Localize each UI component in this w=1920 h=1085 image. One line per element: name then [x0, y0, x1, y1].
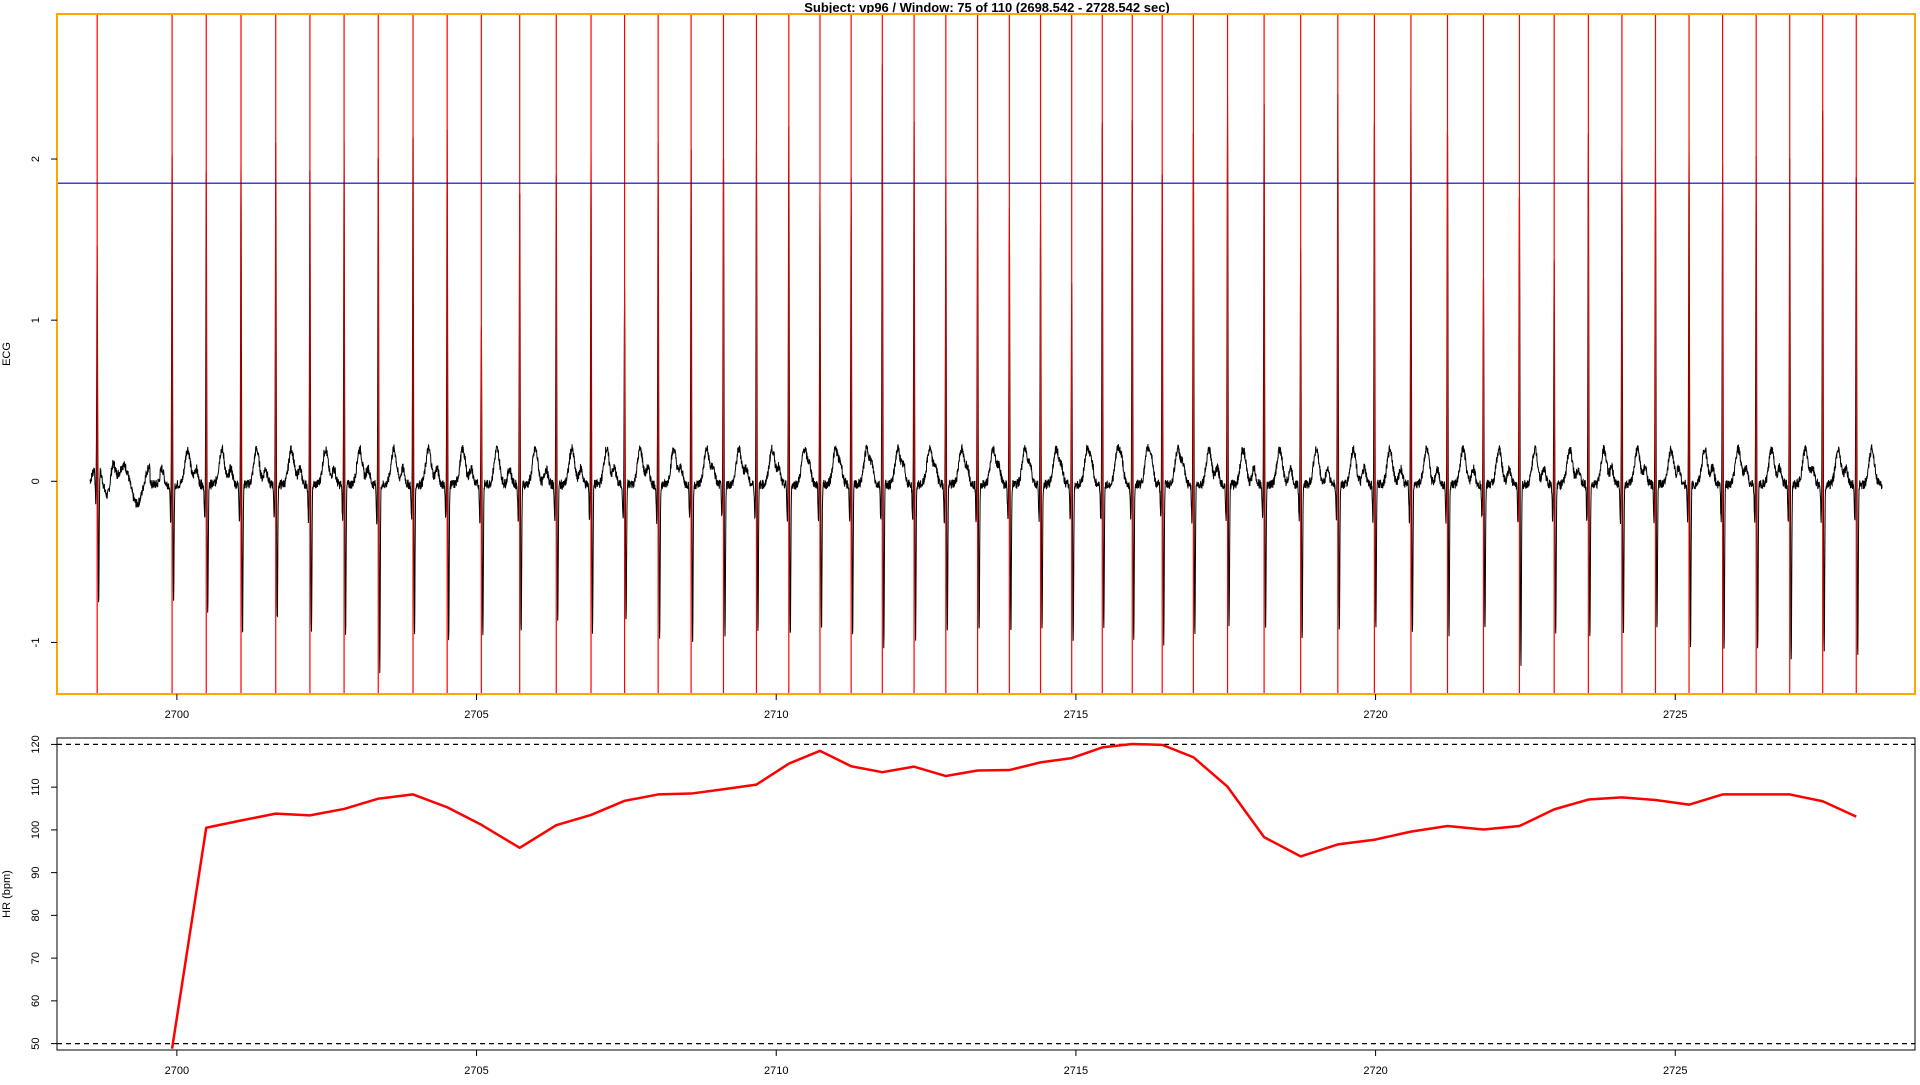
hr-y-tick-label: 70: [30, 952, 42, 964]
hr-plot-frame: [56, 737, 1916, 1051]
hr-x-tick-label: 2705: [464, 1065, 488, 1077]
ecg-y-tick-label: 0: [30, 478, 42, 484]
hr-x-axis: 2700 2705 2710 2715 2720 2725: [165, 1050, 1688, 1077]
hr-x-tick-label: 2710: [764, 1065, 788, 1077]
ecg-x-axis: 2700 2705 2710 2715 2720 2725: [165, 694, 1688, 721]
hr-y-tick-label: 80: [30, 909, 42, 921]
ecg-y-axis: -1 0 1 2: [30, 156, 57, 647]
hr-y-tick-label: 90: [30, 867, 42, 879]
hr-y-tick-label: 120: [30, 735, 42, 753]
ecg-y-axis-title: ECG: [1, 342, 13, 366]
hr-y-tick-label: 50: [30, 1037, 42, 1049]
ecg-x-tick-label: 2720: [1363, 709, 1387, 721]
hr-x-tick-label: 2725: [1663, 1065, 1687, 1077]
hr-x-tick-label: 2715: [1064, 1065, 1088, 1077]
ecg-y-tick-label: -1: [30, 638, 42, 648]
ecg-y-tick-label: 1: [30, 317, 42, 323]
hr-y-tick-label: 60: [30, 995, 42, 1007]
ecg-plot-frame: [56, 13, 1916, 695]
ecg-x-tick-label: 2710: [764, 709, 788, 721]
hr-x-tick-label: 2720: [1363, 1065, 1387, 1077]
hr-y-tick-label: 100: [30, 821, 42, 839]
chart-title: Subject: vp96 / Window: 75 of 110 (2698.…: [804, 0, 1170, 15]
ecg-y-tick-label: 2: [30, 156, 42, 162]
hr-y-axis: 50 60 70 80 90 100 110 120: [30, 735, 57, 1050]
ecg-trace: [89, 64, 1883, 674]
ecg-x-tick-label: 2700: [165, 709, 189, 721]
ecg-panel: 2700 2705 2710 2715 2720 2725 -1 0 1 2 ECG: [1, 13, 1916, 721]
hr-x-tick-label: 2700: [165, 1065, 189, 1077]
hr-line: [170, 742, 1857, 1049]
ecg-x-tick-label: 2725: [1663, 709, 1687, 721]
ecg-x-tick-label: 2715: [1064, 709, 1088, 721]
hr-y-axis-title: HR (bpm): [1, 870, 13, 918]
hr-y-tick-label: 110: [30, 778, 42, 796]
ecg-x-tick-label: 2705: [464, 709, 488, 721]
hr-panel: 2700 2705 2710 2715 2720 2725 50 60 70 80 90 100 110…: [1, 735, 1916, 1077]
